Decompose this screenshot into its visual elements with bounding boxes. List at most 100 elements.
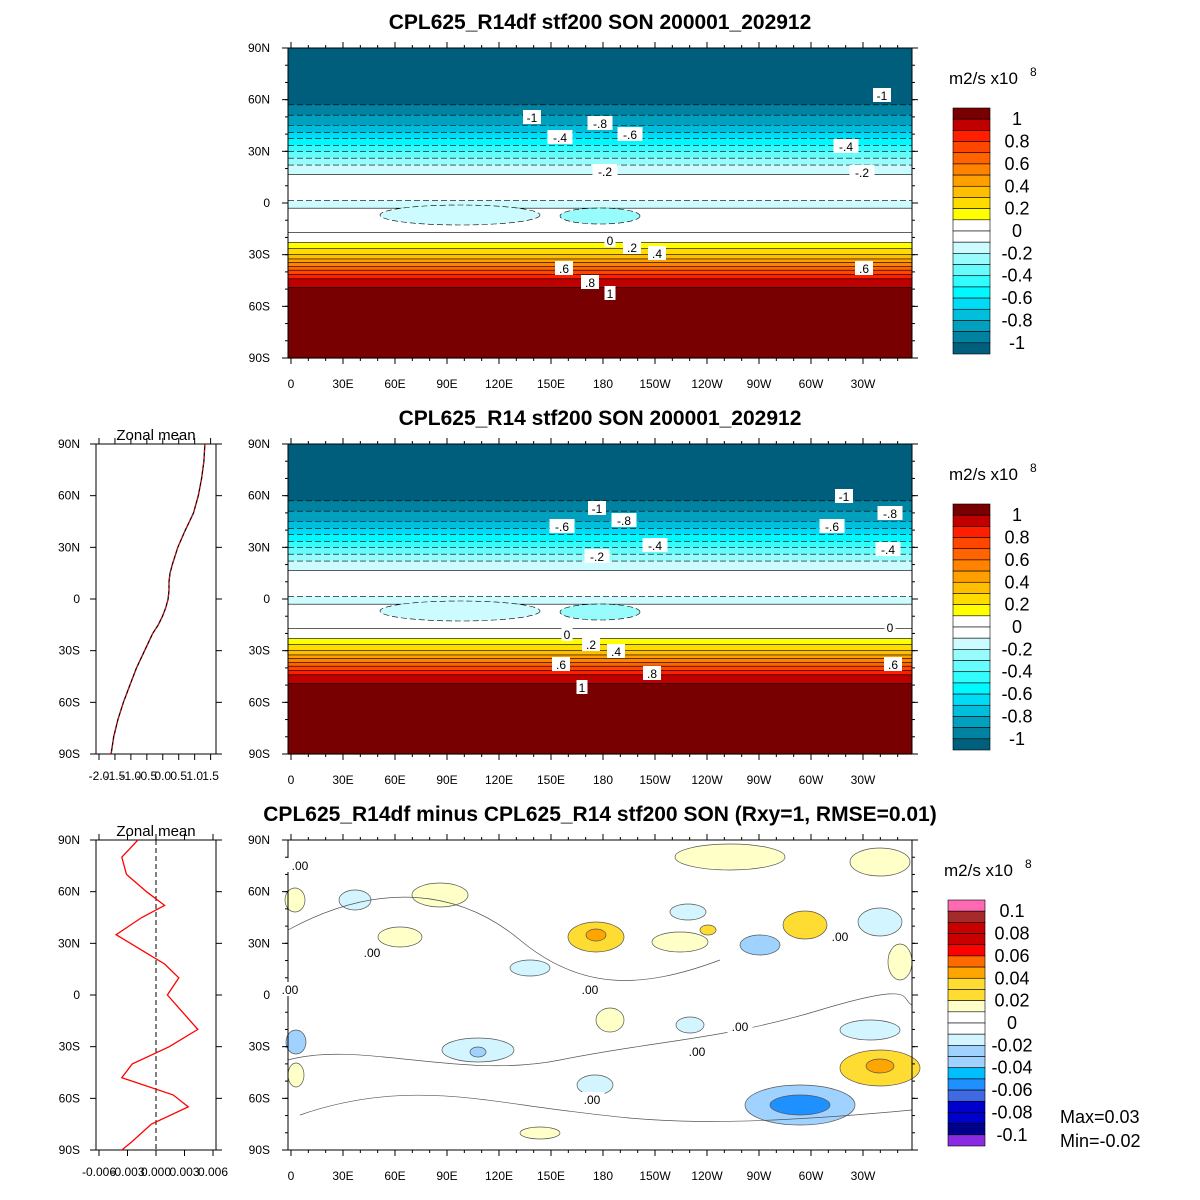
field-band [288, 307, 912, 309]
colorbar-box [947, 977, 986, 990]
field-band [288, 110, 912, 112]
colorbar-units: m2/s x10 [949, 69, 1018, 88]
field-band [288, 69, 912, 71]
colorbar-label: 0 [1012, 221, 1022, 241]
field-band [288, 282, 912, 284]
field-band [288, 599, 912, 602]
field-band [288, 104, 912, 107]
field-band [288, 598, 912, 600]
colorbar-box [947, 1112, 986, 1124]
difference-blob [285, 1029, 307, 1055]
field-band [288, 206, 912, 208]
contour-label-bg [277, 982, 303, 996]
map-panel-3: 90N 60N 30N 0 30S 60S 90S 0 30E 60E 90E 120E 150E 180… [248, 833, 921, 1183]
field-band [288, 475, 912, 478]
field-band [288, 64, 912, 66]
contour-label: -.4 [553, 131, 567, 145]
field-band [288, 333, 912, 336]
field-band [288, 581, 912, 584]
field-band [288, 314, 912, 317]
lat-tick-label: 30S [59, 644, 80, 658]
field-band [288, 196, 912, 198]
field-band [288, 72, 912, 75]
field-band [288, 310, 912, 313]
field-band [288, 88, 912, 90]
field-band [288, 469, 912, 472]
field-band [288, 728, 912, 730]
field-band [288, 582, 912, 585]
field-band [288, 580, 912, 583]
field-band [288, 79, 912, 81]
field-band [288, 543, 912, 545]
field-band [288, 67, 912, 70]
field-band [288, 702, 912, 704]
lon-tick-label: 120E [485, 377, 513, 391]
field-band [288, 545, 912, 548]
field-band [288, 112, 912, 115]
field-band [288, 534, 912, 536]
colorbar-box [952, 163, 991, 176]
field-band [288, 467, 912, 469]
field-band [288, 73, 912, 76]
field-band [288, 194, 912, 196]
difference-blob [651, 931, 709, 953]
field-band [288, 138, 912, 140]
field-band [288, 252, 912, 255]
field-band [288, 623, 912, 625]
field-band [288, 692, 912, 694]
lat-tick-label: 30N [248, 540, 270, 554]
field-band [288, 185, 912, 188]
field-band [288, 290, 912, 293]
field-band [288, 729, 912, 731]
field-band [288, 281, 912, 283]
field-band [288, 240, 912, 243]
x-tick-label: 0.0 [154, 769, 171, 783]
field-band [288, 268, 912, 270]
field-band [288, 544, 912, 547]
colorbar-box [952, 308, 991, 321]
field-band [288, 66, 912, 69]
difference-blob [675, 1016, 705, 1034]
field-band [288, 667, 912, 669]
field-band [288, 180, 912, 183]
colorbar-label: -1 [1009, 333, 1025, 353]
field-band [288, 474, 912, 476]
field-band [288, 100, 912, 102]
colorbar-box [952, 671, 991, 684]
contour-label: .6 [559, 262, 569, 276]
field-band [288, 683, 912, 685]
field-band [288, 459, 912, 461]
contour-label: 0 [564, 628, 571, 642]
field-band [288, 691, 912, 693]
field-band [288, 287, 912, 289]
field-band [288, 295, 912, 297]
contour-label-bg [523, 110, 541, 124]
difference-blob [865, 1058, 895, 1074]
lat-tick-label: 90N [58, 437, 80, 451]
field-band [288, 670, 912, 672]
field-band [288, 278, 912, 281]
field-band [288, 536, 912, 538]
field-band [288, 703, 912, 705]
field-band [288, 482, 912, 485]
field-band [288, 296, 912, 298]
field-band [288, 631, 912, 634]
colorbar-box [952, 130, 991, 142]
field-band [288, 462, 912, 465]
field-band [288, 191, 912, 194]
colorbar-box [952, 738, 991, 751]
field-band [288, 95, 912, 97]
field-band [288, 571, 912, 573]
lon-tick-label: 150W [639, 1169, 671, 1183]
field-band [288, 329, 912, 332]
field-band [288, 747, 912, 749]
field-band [288, 623, 912, 626]
field-band [288, 449, 912, 451]
field-band [288, 250, 912, 252]
difference-blob [469, 1046, 487, 1058]
field-band [288, 529, 912, 531]
field-band [288, 302, 912, 304]
field-band [288, 519, 912, 522]
field-band [288, 661, 912, 663]
contour-label-bg [587, 116, 613, 130]
